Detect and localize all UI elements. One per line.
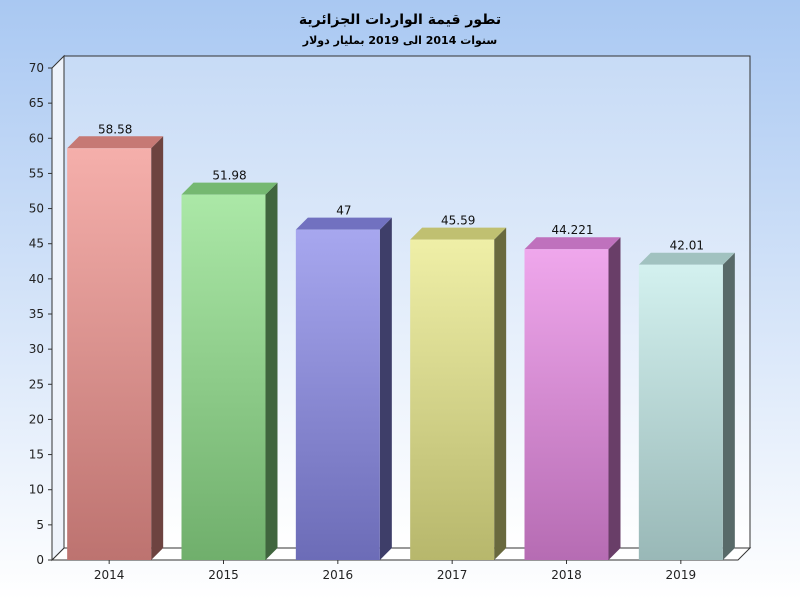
bar-front-face: [67, 148, 152, 560]
bar-front-face: [181, 194, 266, 561]
y-tick-label: 35: [29, 307, 44, 321]
bar-data-label: 58.58: [98, 122, 132, 136]
chart-subtitle: سنوات 2014 الى 2019 بمليار دولار: [302, 34, 497, 47]
y-tick-label: 55: [29, 166, 44, 180]
x-tick-label: 2019: [666, 568, 697, 582]
bar-side-face: [151, 136, 164, 560]
y-tick-label: 20: [29, 412, 44, 426]
bar-2018: 44.221: [524, 223, 621, 560]
y-axis-ticks: 0 5 10 15 20 25 30 35 40 45 50 55 60 65 70: [29, 61, 52, 567]
bar-top-face: [181, 182, 278, 195]
bar-top-face: [295, 217, 392, 230]
bar-2017: 45.59: [410, 214, 507, 560]
bar-data-label: 42.01: [670, 239, 704, 253]
bar-data-label: 51.98: [212, 169, 246, 183]
y-tick-label: 45: [29, 237, 44, 251]
bar-side-face: [265, 182, 278, 561]
y-tick-label: 40: [29, 272, 44, 286]
x-tick-label: 2014: [94, 568, 125, 582]
bar-side-face: [379, 217, 392, 560]
bars: 58.58 51.98 47 45.59 44.221 42.01: [67, 122, 735, 561]
y-tick-label: 50: [29, 202, 44, 216]
bar-front-face: [638, 264, 723, 560]
y-tick-label: 30: [29, 342, 44, 356]
bar-top-face: [410, 227, 507, 240]
plot-frame: [50, 54, 752, 562]
bar-top-face: [638, 252, 735, 265]
x-tick-label: 2016: [323, 568, 354, 582]
bar-front-face: [410, 239, 495, 560]
bar-front-face: [295, 229, 380, 560]
bar-2019: 42.01: [638, 239, 735, 560]
y-tick-label: 0: [36, 553, 44, 567]
bar-2015: 51.98: [181, 169, 278, 561]
bar-front-face: [524, 249, 609, 560]
bar-data-label: 47: [336, 204, 351, 218]
bar-2016: 47: [295, 204, 392, 560]
y-tick-label: 70: [29, 61, 44, 75]
chart-title: تطور قيمة الواردات الجزائرية: [299, 12, 501, 28]
bar-data-label: 44.221: [552, 223, 594, 237]
y-tick-label: 65: [29, 96, 44, 110]
bar-top-face: [524, 237, 621, 250]
x-axis-ticks: 2014 2015 2016 2017 2018 2019: [94, 560, 696, 582]
bar-side-face: [608, 237, 621, 560]
y-tick-label: 60: [29, 131, 44, 145]
y-tick-label: 5: [36, 518, 44, 532]
bar-data-label: 45.59: [441, 214, 475, 228]
plot-left-wall: [51, 54, 65, 562]
y-tick-label: 15: [29, 448, 44, 462]
x-tick-label: 2018: [551, 568, 582, 582]
bar-2014: 58.58: [67, 122, 164, 560]
bar-side-face: [494, 227, 507, 560]
x-tick-label: 2015: [208, 568, 239, 582]
x-tick-label: 2017: [437, 568, 468, 582]
plot-back-wall: [63, 55, 751, 549]
y-tick-label: 25: [29, 377, 44, 391]
bar-top-face: [67, 136, 164, 149]
y-tick-label: 10: [29, 483, 44, 497]
bar-side-face: [722, 252, 735, 560]
